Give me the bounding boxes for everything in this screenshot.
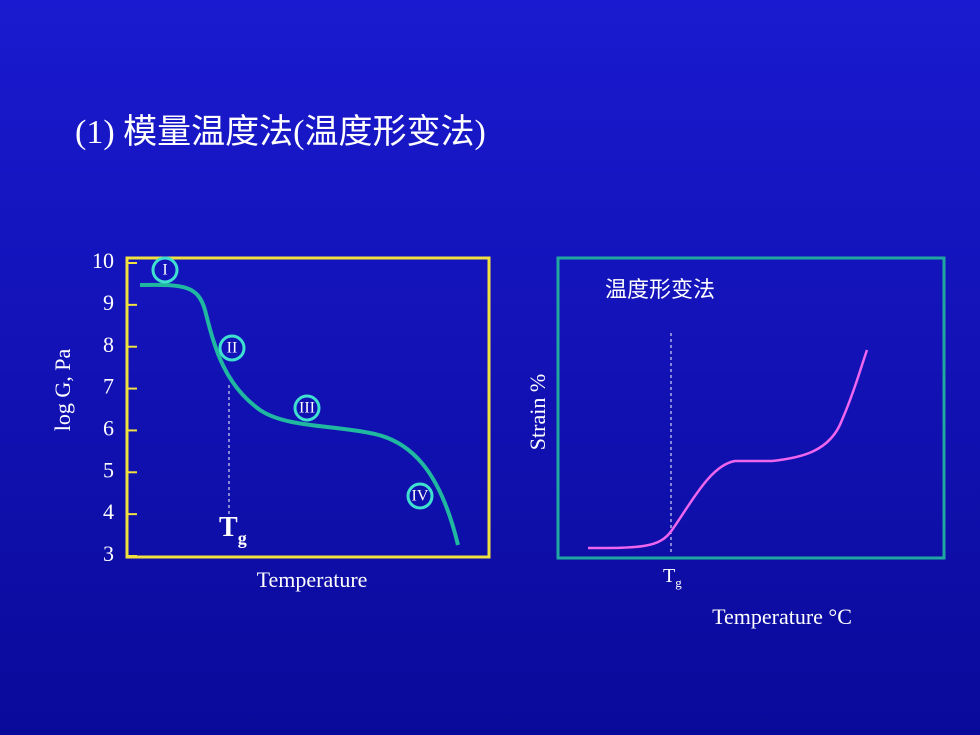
tg-sub: g — [238, 528, 247, 548]
tg-main: T — [219, 512, 238, 543]
y-tick-label: 5 — [103, 457, 114, 482]
left-ticks: 3 4 5 6 7 8 9 10 — [92, 248, 137, 566]
tg-label: Tg — [663, 565, 682, 590]
right-frame — [556, 256, 946, 560]
region-marker — [406, 482, 434, 510]
y-tick-label: 4 — [103, 499, 114, 524]
region-label: II — [227, 340, 238, 357]
method-label: 温度形变法 — [605, 277, 715, 302]
region-label: IV — [412, 488, 429, 505]
y-tick-label: 9 — [103, 290, 114, 315]
y-tick-label: 8 — [103, 332, 114, 357]
x-axis-label: Temperature °C — [712, 604, 852, 629]
modulus-curve — [139, 282, 460, 546]
y-axis-label: log G, Pa — [50, 349, 75, 432]
y-tick-label: 6 — [103, 415, 114, 440]
tg-sub: g — [675, 575, 682, 590]
y-axis-label: Strain % — [525, 374, 550, 450]
y-tick-label: 3 — [103, 541, 114, 566]
left-frame — [125, 256, 491, 559]
region-label: III — [299, 400, 315, 417]
region-marker — [218, 334, 246, 362]
y-tick-label: 7 — [103, 374, 114, 399]
x-axis-label: Temperature — [257, 567, 368, 592]
region-label: I — [162, 262, 167, 279]
strain-curve — [587, 349, 869, 550]
slide-title: (1) 模量温度法(温度形变法) — [75, 113, 486, 151]
region-marker — [151, 256, 179, 284]
y-tick-label: 10 — [92, 248, 114, 273]
tg-main: T — [663, 565, 675, 587]
tg-label: Tg — [219, 512, 247, 548]
region-marker — [293, 394, 321, 422]
